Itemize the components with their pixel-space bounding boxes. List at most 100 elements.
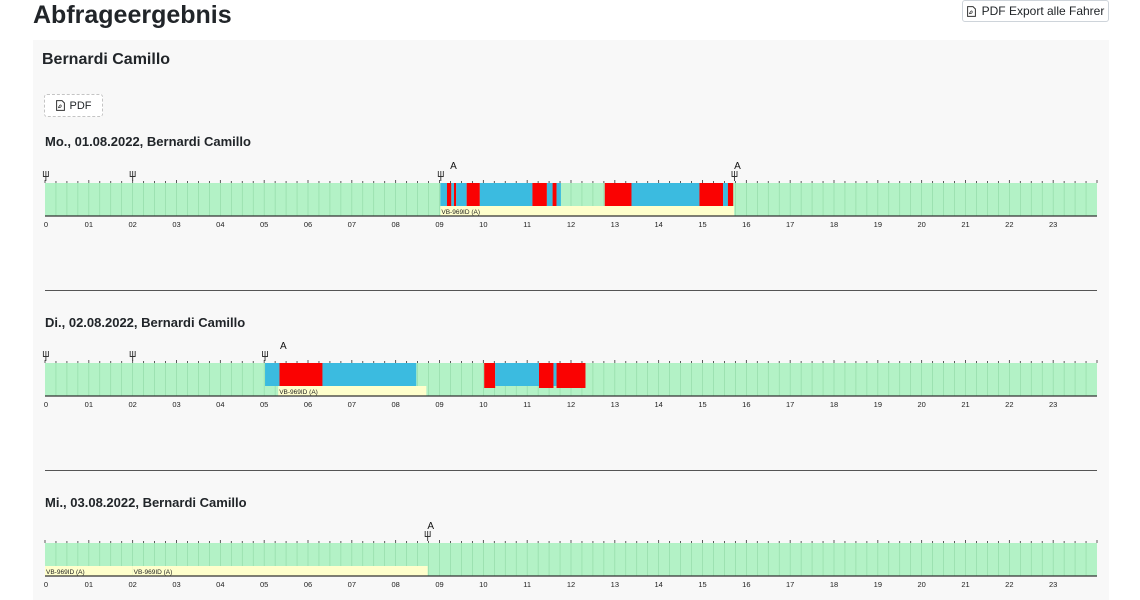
hour-label: 03: [172, 400, 180, 409]
hour-label: 17: [786, 220, 794, 229]
hour-label: 04: [216, 220, 224, 229]
hour-label: 21: [961, 580, 969, 589]
hour-label: 04: [216, 580, 224, 589]
hour-label: 19: [874, 220, 882, 229]
page-title: Abfrageergebnis: [33, 1, 232, 29]
pdf-file-icon: [966, 5, 976, 17]
pdf-export-all-label: PDF Export alle Fahrer: [981, 4, 1105, 18]
hour-label: 06: [304, 220, 312, 229]
card-marker-icon: [42, 171, 49, 181]
drive-segment: [532, 183, 547, 208]
vehicle-bar: [132, 566, 428, 576]
drive-segment: [727, 183, 734, 208]
drive-segment: [556, 363, 586, 388]
hour-label: 09: [435, 580, 443, 589]
hour-label: 08: [391, 580, 399, 589]
hour-label: 22: [1005, 580, 1013, 589]
day-title: Di., 02.08.2022, Bernardi Camillo: [45, 315, 246, 330]
hour-label: 16: [742, 400, 750, 409]
hour-label: 12: [567, 580, 575, 589]
hour-label: 0: [44, 220, 48, 229]
card-marker-icon: [262, 351, 268, 361]
work-segment: [451, 183, 454, 206]
work-segment: [495, 363, 539, 386]
vehicle-bar: [440, 206, 735, 216]
vehicle-label: VB-969ID (A): [279, 389, 318, 396]
hour-label: 06: [304, 400, 312, 409]
hour-label: 20: [917, 400, 925, 409]
hour-label: 19: [874, 580, 882, 589]
work-segment: [265, 363, 280, 386]
card-marker-icon: [437, 171, 444, 181]
hour-label: 06: [304, 580, 312, 589]
drive-segment: [279, 363, 323, 388]
hour-label: 01: [85, 580, 93, 589]
hour-label: 18: [830, 400, 838, 409]
day-separator: [45, 290, 1097, 291]
work-segment: [556, 183, 561, 206]
day-separator: [45, 470, 1097, 471]
hour-label: 08: [391, 220, 399, 229]
card-marker-icon: [42, 351, 49, 361]
pdf-export-all-button[interactable]: PDF Export alle Fahrer: [962, 0, 1109, 22]
work-segment: [631, 183, 700, 206]
vehicle-label: VB-969ID (A): [441, 209, 480, 216]
hour-label: 23: [1049, 220, 1057, 229]
hour-label: 14: [654, 220, 662, 229]
hour-label: 09: [435, 400, 443, 409]
card-marker-icon: [129, 351, 136, 361]
hour-label: 07: [348, 220, 356, 229]
hour-label: 18: [830, 220, 838, 229]
hour-label: 12: [567, 400, 575, 409]
day-timeline: VB-969ID (A) VB-969ID (A) 0 01 02 03 04 05 06 07 0…: [44, 521, 1098, 589]
hour-label: 15: [698, 580, 706, 589]
driver-pdf-button[interactable]: PDF: [44, 94, 103, 117]
work-segment: [456, 183, 467, 206]
drive-segment: [552, 183, 557, 208]
hour-label: 21: [961, 220, 969, 229]
hour-label: 02: [128, 220, 136, 229]
drive-segment: [604, 183, 632, 208]
card-marker-icon: [129, 171, 136, 181]
hour-label: 13: [611, 220, 619, 229]
hour-label: 08: [391, 400, 399, 409]
hour-label: 01: [85, 220, 93, 229]
driver-pdf-label: PDF: [69, 99, 92, 112]
hour-label: 21: [961, 400, 969, 409]
hour-label: 03: [172, 220, 180, 229]
hour-label: 04: [216, 400, 224, 409]
hour-label: 17: [786, 580, 794, 589]
drive-segment: [466, 183, 480, 208]
hour-label: 23: [1049, 580, 1057, 589]
hour-label: 11: [523, 400, 531, 409]
hour-label: 01: [85, 400, 93, 409]
hour-label: 07: [348, 400, 356, 409]
work-segment: [546, 183, 553, 206]
hour-label: 10: [479, 580, 487, 589]
work-segment: [322, 363, 417, 386]
hour-label: 05: [260, 580, 268, 589]
hour-label: 17: [786, 400, 794, 409]
hour-label: 09: [435, 220, 443, 229]
hour-label: 11: [523, 220, 531, 229]
hour-label: 05: [260, 220, 268, 229]
work-segment: [440, 183, 447, 206]
hour-label: 03: [172, 580, 180, 589]
work-segment: [553, 363, 557, 386]
hour-label: 10: [479, 400, 487, 409]
vehicle-label: VB-969ID (A): [46, 569, 85, 576]
hour-label: 18: [830, 580, 838, 589]
a-marker: A: [734, 161, 741, 172]
hour-label: 14: [654, 400, 662, 409]
driver-name: Bernardi Camillo: [42, 51, 171, 68]
drive-segment: [484, 363, 496, 388]
a-marker: A: [280, 341, 287, 352]
hour-label: 14: [654, 580, 662, 589]
hour-label: 07: [348, 580, 356, 589]
card-marker-icon: [424, 531, 431, 541]
hour-label: 0: [44, 400, 48, 409]
hour-label: 23: [1049, 400, 1057, 409]
hour-label: 05: [260, 400, 268, 409]
hour-label: 20: [917, 220, 925, 229]
hour-label: 12: [567, 220, 575, 229]
